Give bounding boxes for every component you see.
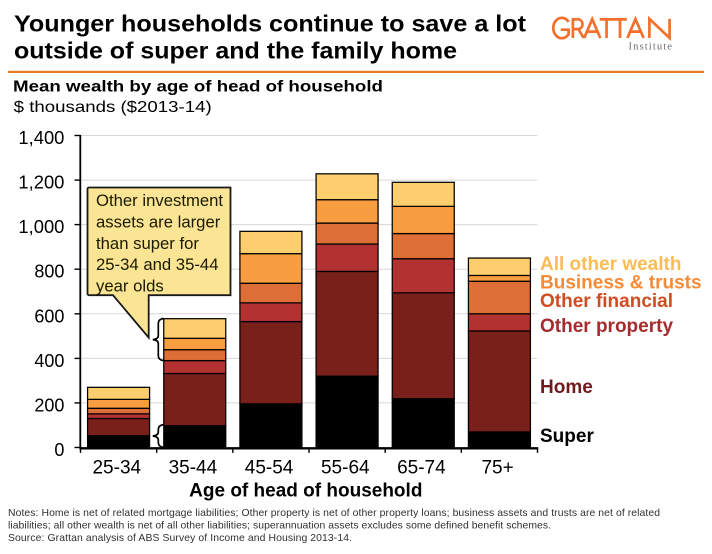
svg-text:Super: Super bbox=[540, 426, 594, 447]
svg-text:year olds: year olds bbox=[96, 277, 164, 296]
svg-text:0: 0 bbox=[54, 440, 64, 460]
svg-text:$ thousands ($2013-14): $ thousands ($2013-14) bbox=[14, 99, 212, 116]
svg-text:75+: 75+ bbox=[481, 457, 513, 478]
svg-text:25-34: 25-34 bbox=[92, 457, 141, 478]
svg-text:1,000: 1,000 bbox=[18, 217, 64, 237]
svg-text:assets are larger: assets are larger bbox=[96, 212, 221, 231]
svg-text:outside of super and the famil: outside of super and the family home bbox=[14, 37, 457, 63]
svg-text:Mean wealth by age of head of: Mean wealth by age of head of household bbox=[13, 79, 383, 96]
svg-text:Younger households continue to: Younger households continue to save a lo… bbox=[14, 10, 526, 36]
svg-text:Other financial: Other financial bbox=[540, 291, 673, 312]
svg-text:55-64: 55-64 bbox=[321, 457, 370, 478]
svg-text:Home: Home bbox=[540, 377, 593, 398]
svg-text:Institute: Institute bbox=[629, 42, 673, 53]
svg-text:All other wealth: All other wealth bbox=[540, 254, 681, 275]
svg-text:Business & trusts: Business & trusts bbox=[540, 273, 702, 294]
svg-text:800: 800 bbox=[34, 262, 64, 282]
svg-text:25-34 and 35-44: 25-34 and 35-44 bbox=[96, 255, 218, 274]
svg-text:liabilities; all other wealth: liabilities; all other wealth is net of … bbox=[8, 521, 551, 532]
svg-text:Age of head of household: Age of head of household bbox=[189, 481, 422, 502]
svg-text:200: 200 bbox=[34, 395, 64, 415]
svg-text:Other property: Other property bbox=[540, 316, 673, 337]
svg-text:1,200: 1,200 bbox=[18, 173, 64, 193]
svg-text:400: 400 bbox=[34, 351, 64, 371]
svg-text:65-74: 65-74 bbox=[397, 457, 446, 478]
svg-text:Source: Grattan analysis of AB: Source: Grattan analysis of ABS Survey o… bbox=[8, 533, 352, 544]
svg-text:Notes: Home is net of related: Notes: Home is net of related mortgage l… bbox=[8, 508, 660, 519]
svg-text:35-44: 35-44 bbox=[169, 457, 218, 478]
svg-text:1,400: 1,400 bbox=[18, 128, 64, 148]
svg-text:45-54: 45-54 bbox=[245, 457, 294, 478]
svg-text:than super for: than super for bbox=[96, 234, 199, 253]
svg-text:600: 600 bbox=[34, 306, 64, 326]
svg-text:Other investment: Other investment bbox=[96, 191, 223, 210]
